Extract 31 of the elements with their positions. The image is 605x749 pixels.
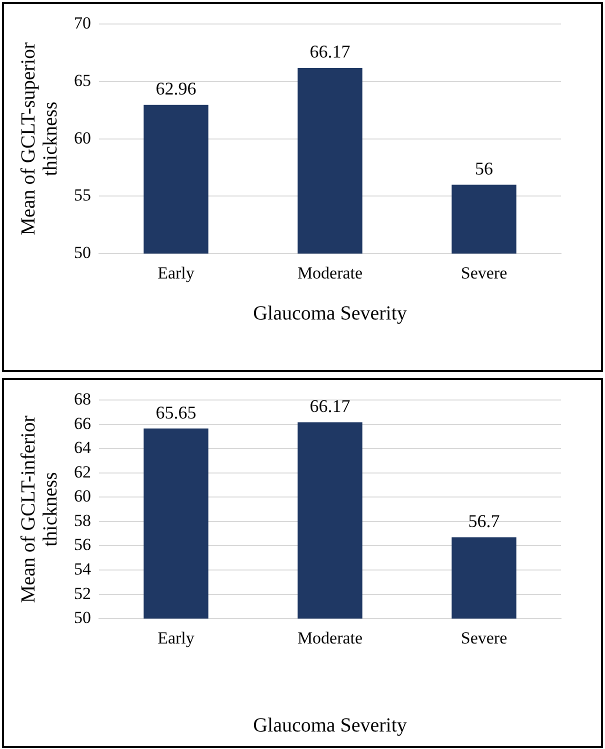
- x-tick-label: Early: [158, 263, 195, 282]
- y-tick-label: 66: [74, 414, 91, 433]
- y-tick-label: 70: [74, 13, 91, 32]
- y-axis-title: Mean of GCLT-superior thickness: [17, 42, 62, 236]
- data-label: 56.7: [468, 510, 500, 531]
- x-tick-label: Moderate: [297, 628, 363, 648]
- data-label: 66.17: [310, 396, 350, 416]
- y-tick-label: 60: [74, 128, 91, 148]
- y-tick-label: 55: [74, 186, 91, 205]
- data-label: 62.96: [156, 78, 196, 99]
- y-tick-label: 52: [74, 584, 91, 603]
- y-tick-label: 68: [74, 389, 91, 408]
- x-tick-label: Severe: [460, 628, 508, 648]
- y-tick-label: 54: [74, 559, 92, 578]
- data-label: 65.65: [156, 402, 196, 422]
- y-tick-label: 62: [74, 462, 91, 482]
- data-label: 66.17: [310, 42, 350, 62]
- y-tick-label: 50: [74, 243, 91, 262]
- x-tick-label: Early: [158, 628, 195, 648]
- x-tick-label: Severe: [460, 263, 508, 282]
- x-axis-title: Glaucoma Severity: [253, 302, 407, 324]
- x-tick-label: Moderate: [297, 263, 363, 282]
- y-tick-label: 50: [74, 608, 91, 628]
- y-tick-label: 60: [74, 486, 91, 506]
- y-tick-label: 65: [74, 70, 91, 90]
- y-tick-label: 64: [74, 438, 92, 458]
- y-axis-title: Mean of GCLT-inferior thickness: [17, 415, 62, 603]
- data-label: 56: [475, 158, 493, 178]
- y-tick-label: 56: [74, 535, 91, 554]
- y-tick-label: 58: [74, 510, 91, 530]
- x-axis-title: Glaucoma Severity: [253, 714, 407, 736]
